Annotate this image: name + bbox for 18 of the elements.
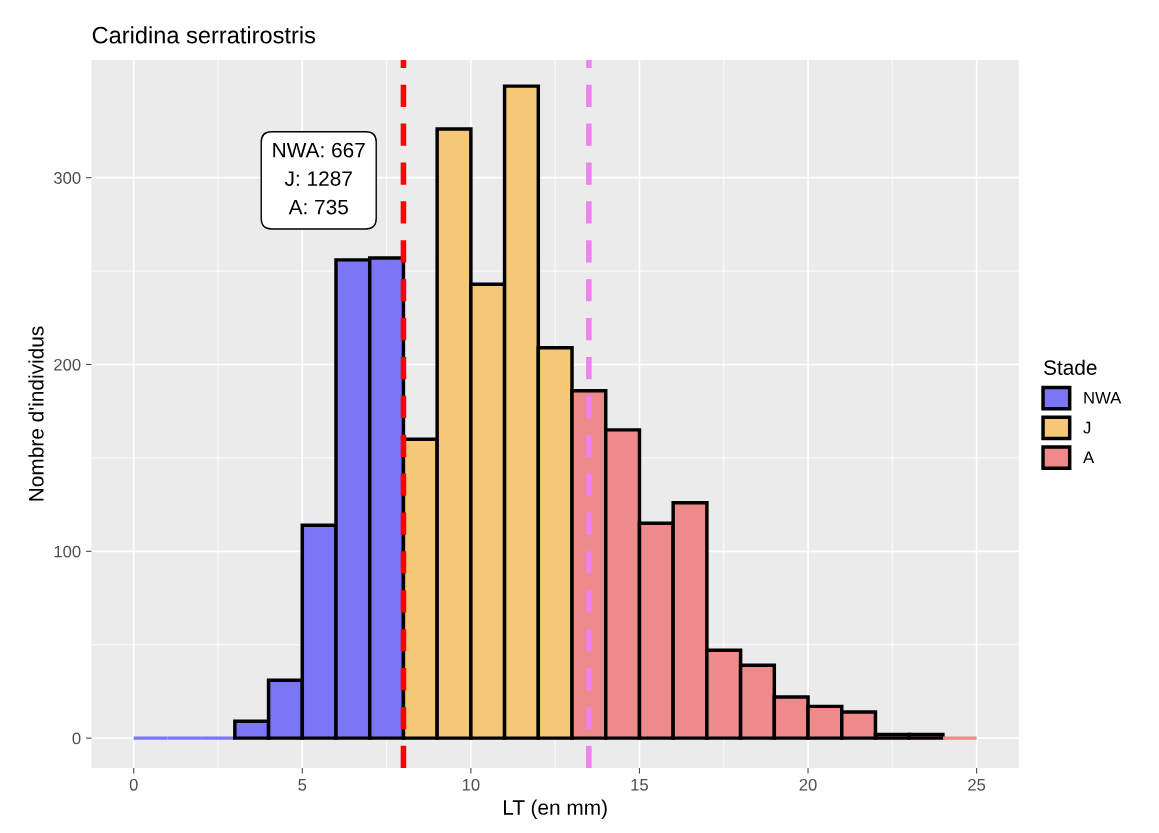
legend-title: Stade <box>1043 359 1097 375</box>
x-tick-label: 0 <box>129 778 138 791</box>
chart-title: Caridina serratirostris <box>92 26 316 44</box>
x-tick-label: 25 <box>968 778 986 791</box>
x-axis-title: LT (en mm) <box>504 799 607 819</box>
x-tick-label: 10 <box>462 778 480 791</box>
y-tick-label: 0 <box>72 732 81 745</box>
y-axis-title: Nombre d'individus <box>28 326 44 501</box>
x-tick-label: 20 <box>799 778 817 791</box>
y-tick-label: 200 <box>54 358 81 371</box>
x-tick-label: 15 <box>631 779 649 791</box>
legend-label: NWA <box>1084 392 1122 404</box>
y-tick-label: 300 <box>53 172 81 184</box>
x-tick-label: 5 <box>298 779 307 791</box>
y-tick-label: 100 <box>54 545 81 558</box>
legend-label: A <box>1083 451 1095 464</box>
annotation: NWA: 667 J: 1287 A: 735 <box>273 142 365 215</box>
legend-label: J <box>1083 421 1091 434</box>
